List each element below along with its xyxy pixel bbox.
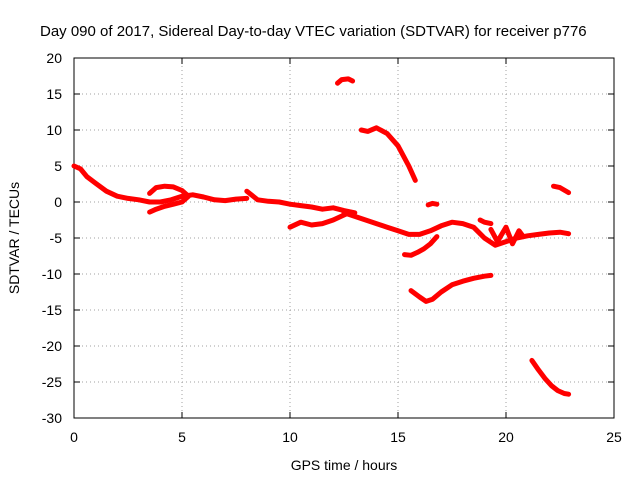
y-axis-label: SDTVAR / TECUs: [6, 182, 22, 294]
chart-title: Day 090 of 2017, Sidereal Day-to-day VTE…: [40, 23, 587, 40]
series-arc-main-1: [71, 163, 250, 205]
y-tick-label: 5: [54, 158, 62, 174]
y-tick-label: -25: [42, 374, 62, 390]
series-arc-low-2: [408, 272, 494, 304]
axis-ticks: 0 5 10 15 20 25 20 15 10 5 0 -5 -10 -15 -20 -25 -30: [42, 50, 622, 445]
grid: [74, 58, 614, 418]
x-tick-label: 10: [282, 429, 298, 445]
series-arc-main-3: [341, 210, 572, 248]
series-arc-short-1: [425, 200, 440, 208]
series-arc-short-3: [551, 183, 572, 196]
y-tick-label: -10: [42, 266, 62, 282]
x-tick-label: 0: [70, 429, 78, 445]
y-tick-label: 15: [46, 86, 62, 102]
data-series: [71, 76, 572, 397]
series-arc-short-2: [477, 217, 494, 227]
series-arc-loop-1: [147, 183, 191, 215]
series-arc-low-1: [287, 209, 353, 230]
y-tick-label: -30: [42, 410, 62, 426]
series-arc-deep: [529, 357, 572, 397]
y-tick-label: 0: [54, 194, 62, 210]
series-arc-main-2: [244, 188, 358, 216]
x-tick-label: 20: [498, 429, 514, 445]
series-arc-peak-10: [358, 125, 418, 183]
y-tick-label: 10: [46, 122, 62, 138]
series-arc-mid-neg: [402, 234, 440, 258]
y-tick-label: -15: [42, 302, 62, 318]
x-tick-label: 25: [606, 429, 622, 445]
x-axis-label: GPS time / hours: [291, 457, 398, 473]
series-arc-peak-17: [335, 76, 356, 86]
x-tick-label: 5: [178, 429, 186, 445]
y-tick-label: -20: [42, 338, 62, 354]
y-tick-label: 20: [46, 50, 62, 66]
series-arc-spread: [488, 224, 526, 247]
y-tick-label: -5: [50, 230, 63, 246]
x-tick-label: 15: [390, 429, 406, 445]
